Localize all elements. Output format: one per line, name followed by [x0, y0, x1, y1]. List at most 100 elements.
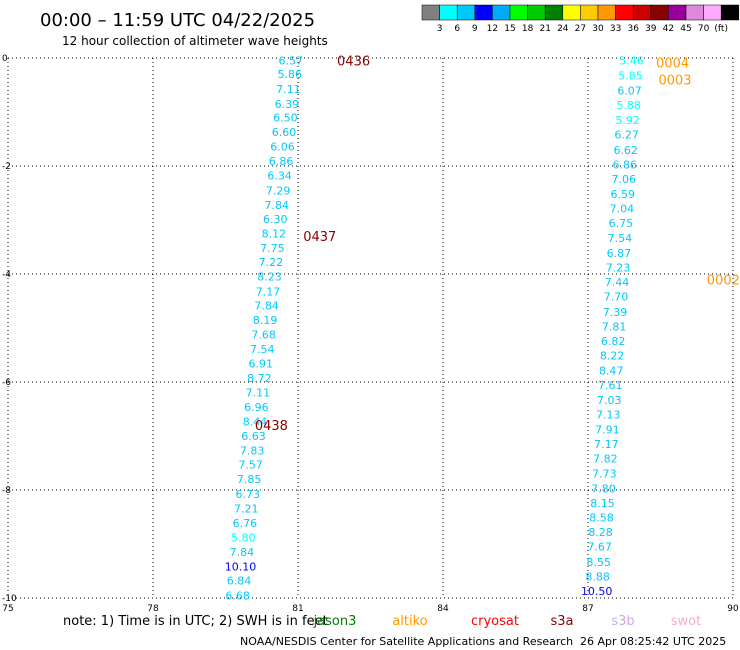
wave-height-value: 6.76: [233, 517, 258, 530]
colorbar-tick-label: 24: [557, 24, 569, 34]
wave-height-value: 6.84: [227, 575, 252, 588]
y-tick-label: -10: [2, 594, 17, 604]
colorbar-tick-label: 70: [698, 24, 710, 34]
wave-height-value: 8.12: [262, 228, 287, 241]
satellite-legend: jason3 altiko cryosat s3a s3b swot: [313, 614, 702, 629]
wave-height-value: 5.92: [615, 114, 640, 127]
colorbar-swatch: [650, 4, 669, 21]
footnote: note: 1) Time is in UTC; 2) SWH is in fe…: [63, 614, 328, 629]
wave-height-value: 6.06: [270, 141, 295, 154]
wave-height-value: 7.13: [596, 408, 621, 421]
colorbar-swatch: [492, 4, 511, 21]
pass-label: 0436: [337, 55, 370, 70]
wave-height-value: 7.84: [254, 299, 279, 312]
colorbar-swatch: [509, 4, 528, 21]
colorbar-swatch: [439, 4, 458, 21]
wave-height-value: 6.07: [617, 84, 642, 97]
footer-timestamp: 26 Apr 08:25:42 UTC 2025: [580, 635, 726, 648]
colorbar-tick-label: 33: [610, 24, 621, 34]
x-tick-label: 84: [437, 604, 449, 614]
satellite-legend-item: cryosat: [471, 614, 519, 629]
colorbar-swatch: [703, 4, 722, 21]
wave-height-value: 6.60: [272, 126, 297, 139]
pass-label: 0002: [707, 273, 740, 288]
wave-height-value: 10.10: [225, 561, 257, 574]
wave-height-value: 6.57: [279, 55, 304, 68]
wave-height-value: 5.86: [278, 68, 303, 81]
colorbar: 3 6 9 12 15 18 21 24 27 30 33 36 39 42 45 70 (ft): [421, 4, 740, 34]
colorbar-tick-label: 9: [472, 24, 478, 34]
wave-height-value: 7.17: [256, 285, 281, 298]
wave-height-value: 6.59: [611, 188, 636, 201]
wave-height-points: 6.575.867.116.396.506.606.066.866.347.29…: [225, 55, 644, 603]
wave-height-value: 8.44: [243, 415, 268, 428]
wave-height-value: 10.50: [581, 585, 613, 598]
x-tick-label: 90: [727, 604, 739, 614]
wave-height-value: 7.11: [246, 386, 271, 399]
wave-height-value: 6.50: [273, 111, 298, 124]
wave-height-value: 6.86: [269, 155, 294, 168]
satellite-legend-item: s3a: [550, 614, 573, 629]
wave-height-value: 7.39: [603, 306, 628, 319]
wave-height-value: 8.88: [585, 570, 610, 583]
wave-height-value: 7.61: [598, 379, 623, 392]
colorbar-tick-label: 39: [645, 24, 657, 34]
wave-height-value: 6.82: [601, 335, 626, 348]
colorbar-swatch: [685, 4, 704, 21]
wave-height-value: 6.62: [613, 144, 638, 157]
wave-height-value: 8.23: [257, 271, 282, 284]
wave-height-value: 5.46: [619, 55, 644, 68]
y-tick-label: -6: [2, 378, 11, 388]
wave-height-value: 8.22: [600, 350, 625, 363]
colorbar-tick-label: 36: [627, 24, 639, 34]
colorbar-tick-label: 3: [437, 24, 443, 34]
wave-height-value: 7.57: [238, 459, 263, 472]
wave-height-value: 7.80: [591, 482, 616, 495]
y-tick-label: -4: [2, 270, 11, 280]
satellite-legend-item: s3b: [611, 614, 634, 629]
wave-height-value: 7.68: [251, 328, 276, 341]
wave-height-value: 7.03: [597, 394, 622, 407]
satellite-legend-item: altiko: [392, 614, 427, 629]
colorbar-swatch: [421, 4, 440, 21]
axis-ticks: 75 78 81 84 87 90 0 -2 -4 -6 -8 -10: [2, 54, 739, 614]
wave-height-value: 7.82: [593, 453, 618, 466]
pass-labels: 0436 0437 0438 0004 0003 0002: [255, 55, 740, 435]
wave-height-value: 7.54: [250, 343, 275, 356]
pass-label: 0003: [658, 74, 691, 89]
wave-height-value: 6.39: [275, 98, 300, 111]
wave-height-value: 7.29: [266, 184, 291, 197]
colorbar-swatch: [474, 4, 493, 21]
colorbar-swatch: [597, 4, 616, 21]
wave-height-value: 7.44: [605, 276, 630, 289]
wave-height-value: 7.23: [606, 262, 631, 275]
wave-height-value: 8.58: [589, 512, 614, 525]
chart-subtitle: 12 hour collection of altimeter wave hei…: [62, 34, 328, 48]
wave-height-value: 6.73: [235, 488, 260, 501]
wave-height-value: 6.63: [241, 430, 266, 443]
wave-height-value: 7.84: [230, 546, 255, 559]
wave-height-value: 7.91: [595, 424, 620, 437]
chart-title: 00:00 – 11:59 UTC 04/22/2025: [40, 10, 315, 31]
wave-height-value: 6.27: [614, 129, 639, 142]
colorbar-swatch: [615, 4, 634, 21]
colorbar-swatch: [544, 4, 564, 21]
wave-height-value: 8.47: [599, 365, 624, 378]
wave-height-value: 6.87: [607, 247, 632, 260]
colorbar-swatch: [668, 4, 687, 21]
wave-height-value: 7.67: [587, 541, 612, 554]
wave-height-value: 7.11: [276, 83, 301, 96]
wave-height-value: 7.81: [602, 320, 627, 333]
wave-height-value: 7.75: [260, 242, 285, 255]
x-tick-label: 81: [292, 604, 303, 614]
colorbar-swatch: [580, 4, 599, 21]
x-tick-label: 87: [582, 604, 593, 614]
x-tick-label: 78: [147, 604, 159, 614]
colorbar-tick-label: 30: [592, 24, 604, 34]
colorbar-tick-label: 27: [575, 24, 586, 34]
wave-height-value: 6.30: [263, 213, 288, 226]
colorbar-tick-label: (ft): [714, 24, 728, 34]
satellite-legend-item: swot: [671, 614, 701, 629]
wave-height-value: 6.96: [244, 401, 269, 414]
